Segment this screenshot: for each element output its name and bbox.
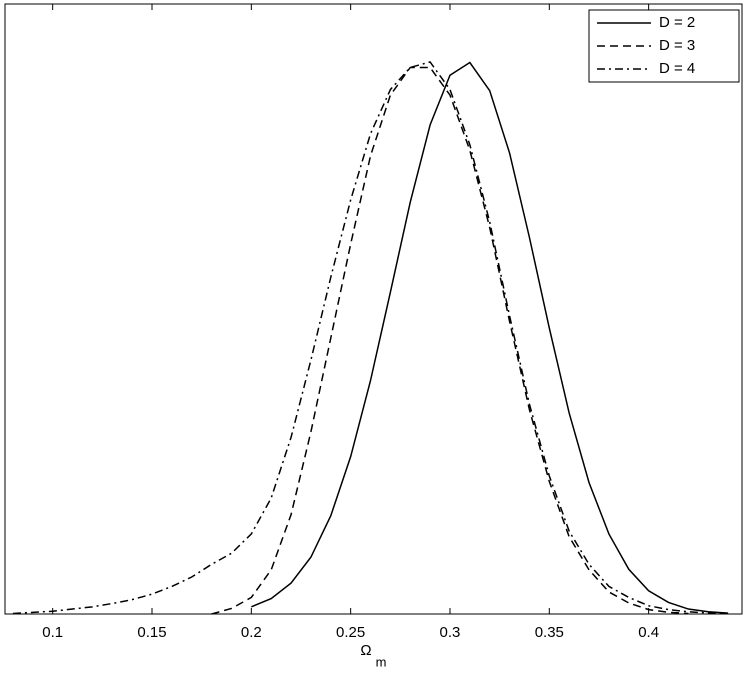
plot-frame	[4, 3, 743, 615]
x-tick-label: 0.25	[336, 624, 365, 641]
x-tick-label: 0.2	[241, 624, 262, 641]
x-axis-label: Ω	[360, 642, 371, 659]
legend-label: D = 2	[659, 14, 695, 31]
series-line	[251, 61, 729, 614]
x-tick-label: 0.15	[137, 624, 166, 641]
legend-label: D = 3	[659, 37, 695, 54]
x-tick-label: 0.3	[440, 624, 461, 641]
series-line	[12, 61, 729, 615]
x-tick-label: 0.4	[638, 624, 659, 641]
series-line	[211, 66, 689, 615]
x-tick-label: 0.1	[42, 624, 63, 641]
legend-label: D = 4	[659, 60, 695, 77]
x-tick-label: 0.35	[535, 624, 564, 641]
x-axis-label-subscript: m	[376, 654, 387, 669]
